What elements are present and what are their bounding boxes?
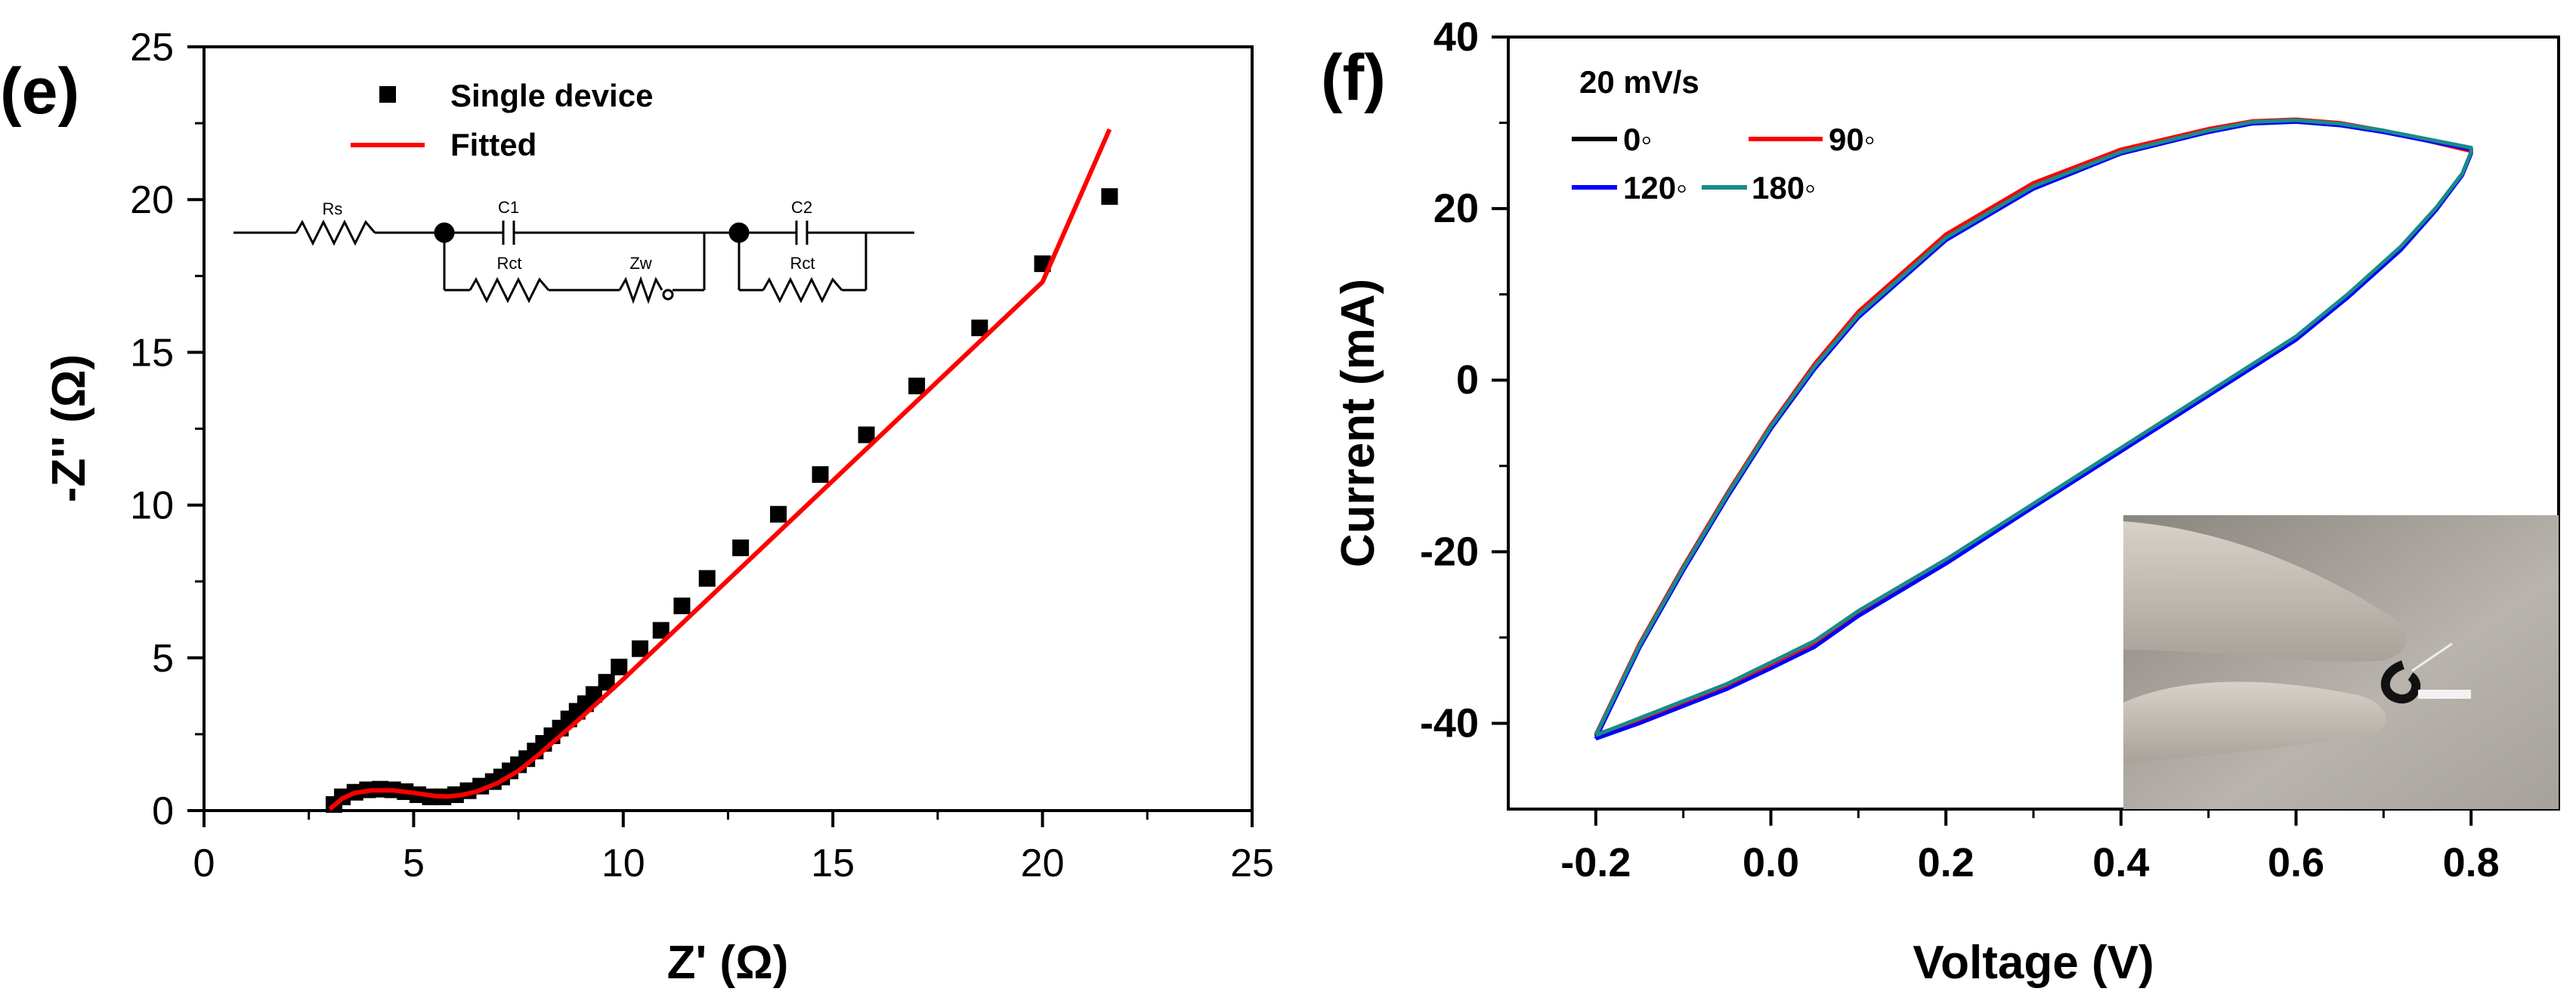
y-tick-label: 20 (1433, 186, 1479, 231)
x-tick-label: -0.2 (1560, 840, 1631, 885)
finger-upper (2123, 521, 2407, 662)
legend-label-single-device: Single device (450, 78, 653, 113)
finger-lower (2123, 681, 2386, 763)
panel-f-label: (f) (1321, 42, 1386, 114)
equivalent-circuit-labels: Rs C1 Rct Zw C2 Rct (323, 198, 815, 273)
panel-f-x-axis-title: Voltage (V) (1913, 937, 2154, 989)
x-tick-label: 10 (601, 842, 645, 885)
x-tick-label: 0 (193, 842, 215, 885)
panel-e-data (325, 128, 1118, 813)
data-point-single-device (770, 505, 787, 523)
data-point-single-device (673, 598, 691, 615)
y-tick-label: 10 (130, 484, 174, 528)
data-point-single-device (971, 320, 988, 337)
panel-e-x-axis-title: Z' (Ω) (667, 937, 789, 989)
x-tick-label: 20 (1021, 842, 1065, 885)
rs-resistor (295, 219, 376, 246)
legend-label-fitted: Fitted (450, 127, 537, 162)
data-point-single-device (598, 674, 615, 691)
data-point-single-device (652, 622, 670, 639)
zw-element-end (662, 289, 674, 301)
panel-f-tick-labels: -0.2 0.0 0.2 0.4 0.6 0.8 -40 -20 0 20 40 (1420, 14, 2500, 885)
data-point-single-device (908, 377, 926, 394)
panel-f-y-axis-title: Current (mA) (1332, 279, 1384, 567)
circuit-label-zw: Zw (629, 254, 651, 273)
y-tick-label: 0 (1456, 357, 1479, 403)
circuit-label-rs: Rs (323, 199, 343, 218)
y-tick-label: 0 (152, 789, 174, 833)
x-tick-label: 25 (1230, 842, 1274, 885)
panel-e-legend: Single device Fitted (351, 78, 653, 162)
inset-photo (2123, 515, 2559, 809)
data-point-single-device (611, 658, 628, 675)
y-tick-label: -20 (1420, 529, 1479, 574)
panel-e-tick-labels: 0 5 10 15 20 25 0 5 10 15 20 25 (130, 26, 1274, 885)
circuit-label-rct-1: Rct (497, 254, 522, 273)
device-tab (2418, 690, 2471, 699)
panel-f-ticks (1492, 36, 2473, 826)
panel-f-legend: 0◦ 90◦ 120◦ 180◦ (1572, 122, 1876, 205)
x-tick-label: 15 (811, 842, 855, 885)
x-tick-label: 5 (403, 842, 425, 885)
data-point-single-device (631, 640, 648, 657)
legend-label-180deg: 180◦ (1752, 170, 1816, 205)
panel-e-label: (e) (0, 55, 79, 128)
panel-e: (e) 0 5 10 15 20 25 0 5 10 15 20 25 Z' (Ω) -Z'' (Ω)… (0, 26, 1274, 989)
y-tick-label: 40 (1433, 14, 1479, 60)
panel-e-ticks (187, 45, 1254, 827)
legend-marker-single-device (379, 86, 396, 103)
y-tick-label: 20 (130, 178, 174, 222)
y-tick-label: 5 (152, 637, 174, 681)
legend-label-120deg: 120◦ (1623, 170, 1687, 205)
data-point-single-device (732, 539, 750, 557)
flexible-device (2380, 660, 2421, 704)
zw-element (618, 276, 663, 304)
panel-f-data (1594, 117, 2473, 741)
device-wire (2411, 642, 2453, 672)
data-point-single-device (812, 466, 829, 483)
data-point-single-device (858, 426, 875, 443)
scan-rate-annotation: 20 mV/s (1579, 64, 1699, 100)
x-tick-label: 0.6 (2268, 840, 2324, 885)
x-tick-label: 0.4 (2092, 840, 2149, 885)
x-tick-label: 0.0 (1743, 840, 1799, 885)
rct-resistor-1 (469, 276, 550, 304)
data-point-single-device (698, 570, 716, 587)
x-tick-label: 0.2 (1918, 840, 1975, 885)
legend-label-90deg: 90◦ (1829, 122, 1876, 157)
x-tick-label: 0.8 (2443, 840, 2500, 885)
series-line-fitted (328, 128, 1112, 811)
circuit-label-c1: C1 (498, 198, 519, 217)
y-tick-label: 15 (130, 331, 174, 375)
data-point-single-device (585, 686, 602, 703)
equivalent-circuit-inset (233, 219, 914, 304)
panel-e-y-axis-title: -Z'' (Ω) (43, 354, 95, 502)
legend-label-0deg: 0◦ (1623, 122, 1652, 157)
y-tick-label: 25 (130, 26, 174, 70)
circuit-label-rct-2: Rct (790, 254, 815, 273)
y-tick-label: -40 (1420, 700, 1479, 746)
rct-resistor-2 (762, 276, 843, 304)
data-point-single-device (1101, 188, 1118, 205)
panel-f: (f) -0.2 0.0 0.2 0.4 0.6 0.8 -40 -20 0 20 40 Volta… (1321, 14, 2560, 989)
cv-curve-series-4 (1594, 118, 2473, 737)
circuit-label-c2: C2 (791, 198, 812, 217)
